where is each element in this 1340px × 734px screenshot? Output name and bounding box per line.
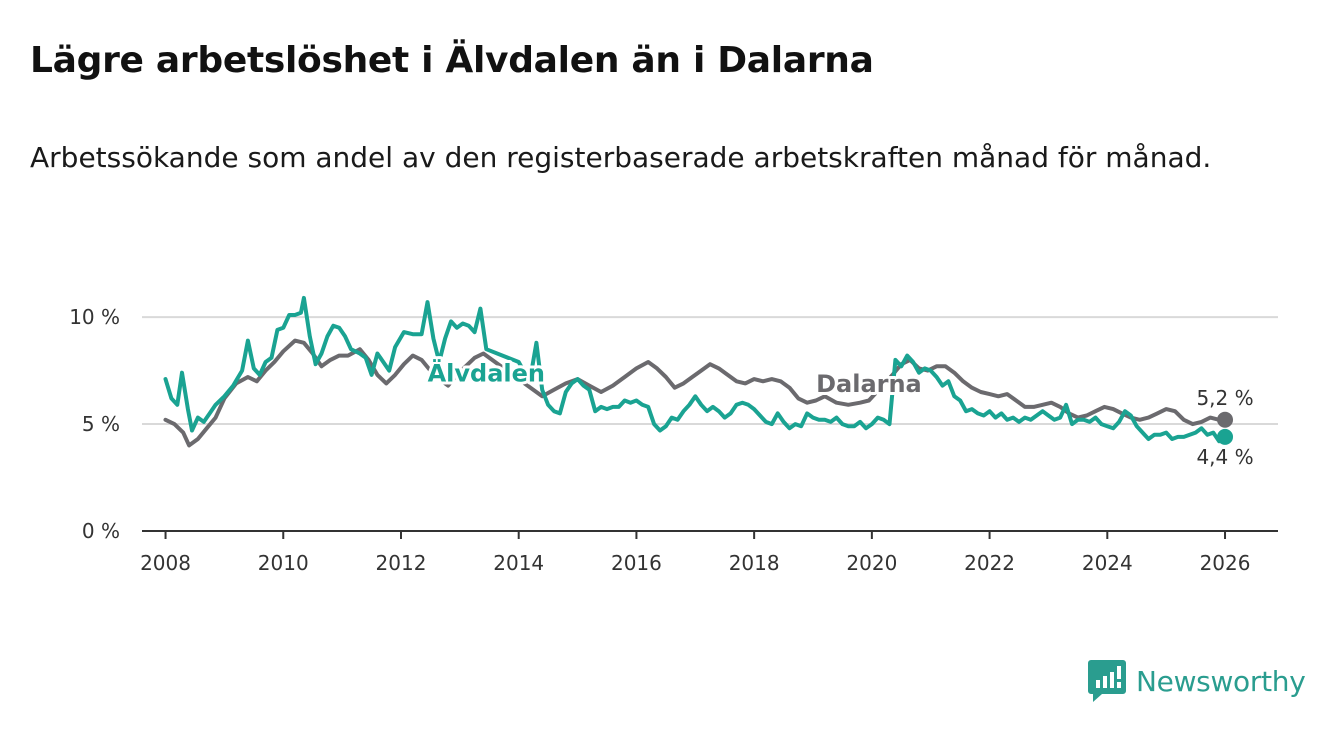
series-label-alvdalen: Älvdalen <box>428 358 545 387</box>
x-tick-label: 2012 <box>376 551 427 575</box>
series-line-dalarna <box>163 338 1227 448</box>
x-tick-label: 2020 <box>846 551 897 575</box>
chart-subtitle: Arbetssökande som andel av den registerb… <box>30 141 1212 174</box>
x-tick-label: 2016 <box>611 551 662 575</box>
end-label-alvdalen: 4,4 % <box>1196 445 1253 469</box>
x-tick-label: 2018 <box>729 551 780 575</box>
y-tick-label: 5 % <box>82 412 120 436</box>
newsworthy-logo: Newsworthy <box>1088 660 1306 702</box>
brand-name: Newsworthy <box>1136 664 1306 698</box>
x-tick-label: 2024 <box>1082 551 1133 575</box>
end-label-dalarna: 5,2 % <box>1196 386 1253 410</box>
x-tick-label: 2010 <box>258 551 309 575</box>
bar-chart-speech-bubble-icon <box>1088 660 1126 702</box>
x-tick-label: 2014 <box>493 551 544 575</box>
series-label-dalarna: Dalarna <box>816 370 922 398</box>
chart-title: Lägre arbetslöshet i Älvdalen än i Dalar… <box>30 40 874 81</box>
x-tick-label: 2022 <box>964 551 1015 575</box>
y-tick-label: 10 % <box>69 305 120 329</box>
series-line-alvdalen <box>163 295 1227 444</box>
x-tick-label: 2026 <box>1200 551 1251 575</box>
end-point-dalarna <box>1217 411 1234 428</box>
x-tick-label: 2008 <box>140 551 191 575</box>
y-tick-label: 0 % <box>82 519 120 543</box>
end-point-alvdalen <box>1217 428 1234 445</box>
